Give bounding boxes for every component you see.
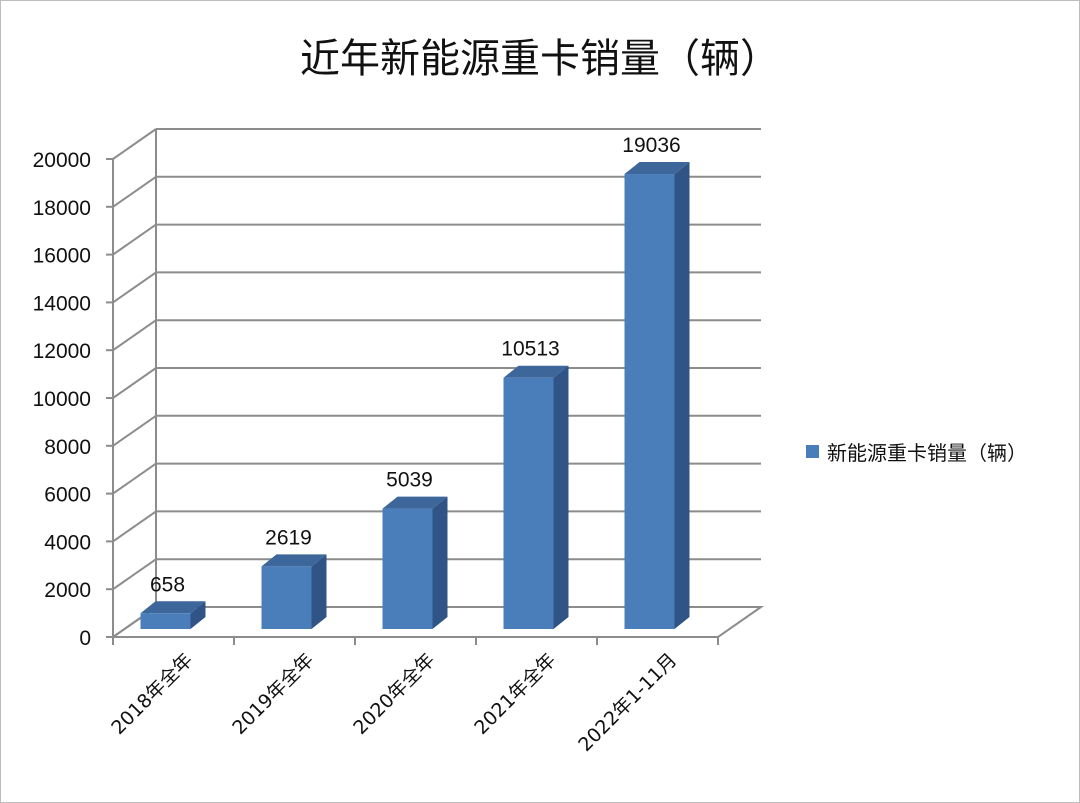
bar-side [432, 496, 448, 629]
bar-top [624, 162, 690, 175]
chart-title: 近年新能源重卡销量（辆） [300, 36, 780, 82]
gridline-diagonal [112, 175, 157, 208]
bar-front [261, 566, 312, 629]
gridline-diagonal [112, 271, 157, 304]
gridline-diagonal [112, 128, 157, 160]
bar-top [503, 365, 569, 378]
bar [140, 601, 206, 629]
y-tick-label: 10000 [33, 388, 91, 411]
bar-top [382, 496, 448, 509]
bar-front [382, 508, 433, 629]
y-tick-label: 0 [79, 627, 91, 650]
y-tick-label: 14000 [33, 292, 91, 315]
bar-top [140, 601, 206, 614]
data-label: 10513 [501, 338, 559, 361]
bar-side [674, 162, 690, 629]
gridline-diagonal [112, 223, 157, 256]
x-tick-label: 2019年全年 [228, 649, 318, 739]
bar [382, 496, 448, 629]
legend-swatch [806, 445, 819, 458]
gridline-diagonal [112, 414, 157, 447]
y-tick-label: 20000 [33, 149, 91, 172]
legend-label: 新能源重卡销量（辆） [827, 441, 1027, 465]
data-label: 658 [150, 573, 185, 596]
data-label: 2619 [265, 526, 312, 549]
y-tick-label: 6000 [44, 484, 91, 507]
y-tick-label: 2000 [44, 579, 91, 602]
bar-side [190, 601, 206, 629]
y-tick-label: 8000 [44, 436, 91, 459]
data-label: 19036 [622, 134, 680, 157]
gridline-diagonal [112, 367, 157, 399]
data-label: 5039 [386, 469, 433, 492]
bar-front [624, 174, 675, 629]
bar-front [140, 613, 191, 629]
y-tick-label: 16000 [33, 245, 91, 268]
gridline-diagonal [112, 462, 157, 495]
gridline-diagonal [112, 319, 157, 352]
bar-top [261, 554, 327, 567]
x-tick-label: 2020年全年 [349, 649, 439, 739]
y-tick-label: 4000 [44, 531, 91, 554]
gridline-diagonal [112, 558, 157, 591]
bar-side [553, 365, 569, 629]
x-tick-label: 2018年全年 [107, 649, 197, 739]
y-tick-label: 12000 [33, 340, 91, 363]
gridline-diagonal [112, 510, 157, 543]
x-tick-label: 2022年1-11月 [574, 649, 681, 756]
legend: 新能源重卡销量（辆） [806, 437, 1027, 466]
y-tick-label: 18000 [33, 197, 91, 220]
bar-side [311, 554, 327, 629]
bar-front [503, 377, 554, 629]
bar [261, 554, 327, 629]
bar [503, 365, 569, 629]
bar [624, 162, 690, 629]
x-tick-label: 2021年全年 [470, 649, 560, 739]
